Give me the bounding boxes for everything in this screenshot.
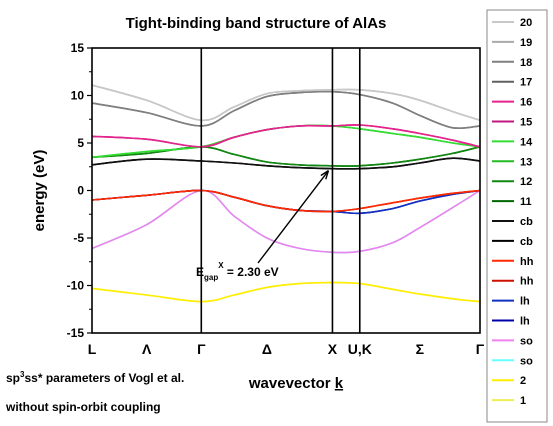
legend-label: cb [520,236,533,248]
legend-label: lh [520,296,530,308]
legend-label: so [520,355,533,367]
chart-title: Tight-binding band structure of AlAs [126,15,387,32]
x-tick-label: X [328,341,338,357]
band-2-line [91,281,481,303]
legend-box [486,9,548,423]
legend-label: 14 [520,136,533,148]
legend-label: 12 [520,176,532,188]
legend: 20 19 18 17 16 15 14 13 12 11 cb cb hh hh lh lh so so 2 1 [486,9,548,423]
legend-label: 2 [520,375,526,387]
band-lh-line [91,189,481,215]
y-tick-label: 15 [71,41,85,55]
band-lh-line [91,189,481,215]
legend-label: 13 [520,156,532,168]
y-axis-label: energy (eV) [31,150,48,232]
legend-label: lh [520,316,530,328]
legend-label: 19 [520,37,532,49]
spin-orbit-note: without spin-orbit coupling [6,400,161,414]
band-18-line [91,90,481,130]
legend-label: so [520,335,533,347]
x-tick-label: L [88,341,97,357]
legend-label: hh [520,276,534,288]
parameters-note: sp3ss* parameters of Vogl et al. [6,370,185,385]
gap-annotation: EgapX = 2.30 eV [196,261,279,282]
legend-label: 17 [520,77,532,89]
y-tick-label: -15 [67,326,85,340]
legend-label: 11 [520,196,532,208]
y-tick-label: 10 [71,89,85,103]
band-16-line [91,124,481,148]
y-tick-label: -5 [73,231,84,245]
legend-label: 18 [520,57,532,69]
legend-label: 1 [520,395,526,407]
legend-label: 20 [520,17,532,29]
y-tick-label: -10 [67,279,85,293]
band-17-line [91,90,481,130]
x-tick-label: Λ [142,341,152,357]
band-so-line [91,189,481,254]
y-tick-label: 0 [77,184,84,198]
x-tick-label: U,K [348,341,372,357]
x-tick-label: Γ [476,341,485,357]
legend-label: hh [520,256,534,268]
band-19-line [91,84,481,122]
band-20-line [91,84,481,122]
x-axis-label: wavevector k [248,375,344,392]
y-tick-label: 5 [77,136,84,150]
x-tick-label: Δ [262,341,272,357]
legend-label: cb [520,216,533,228]
x-tick-label: Σ [416,341,424,357]
gap-arrow-head [320,170,330,180]
legend-label: 15 [520,117,532,129]
band-cb-line [91,157,481,170]
band-15-line [91,124,481,148]
gap-arrow [257,170,330,264]
legend-label: 16 [520,97,532,109]
band-hh-line [91,189,481,213]
x-tick-label: Γ [197,341,206,357]
